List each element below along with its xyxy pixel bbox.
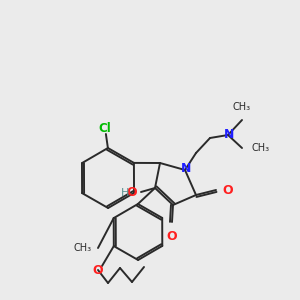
Text: N: N: [181, 163, 191, 176]
Text: CH₃: CH₃: [74, 243, 92, 253]
Text: O: O: [167, 230, 177, 243]
Text: N: N: [224, 128, 234, 142]
Text: CH₃: CH₃: [252, 143, 270, 153]
Text: O: O: [126, 185, 137, 199]
Text: Cl: Cl: [98, 122, 111, 134]
Text: CH₃: CH₃: [233, 102, 251, 112]
Text: O: O: [222, 184, 232, 196]
Text: O: O: [93, 263, 103, 277]
Text: H: H: [121, 188, 129, 198]
